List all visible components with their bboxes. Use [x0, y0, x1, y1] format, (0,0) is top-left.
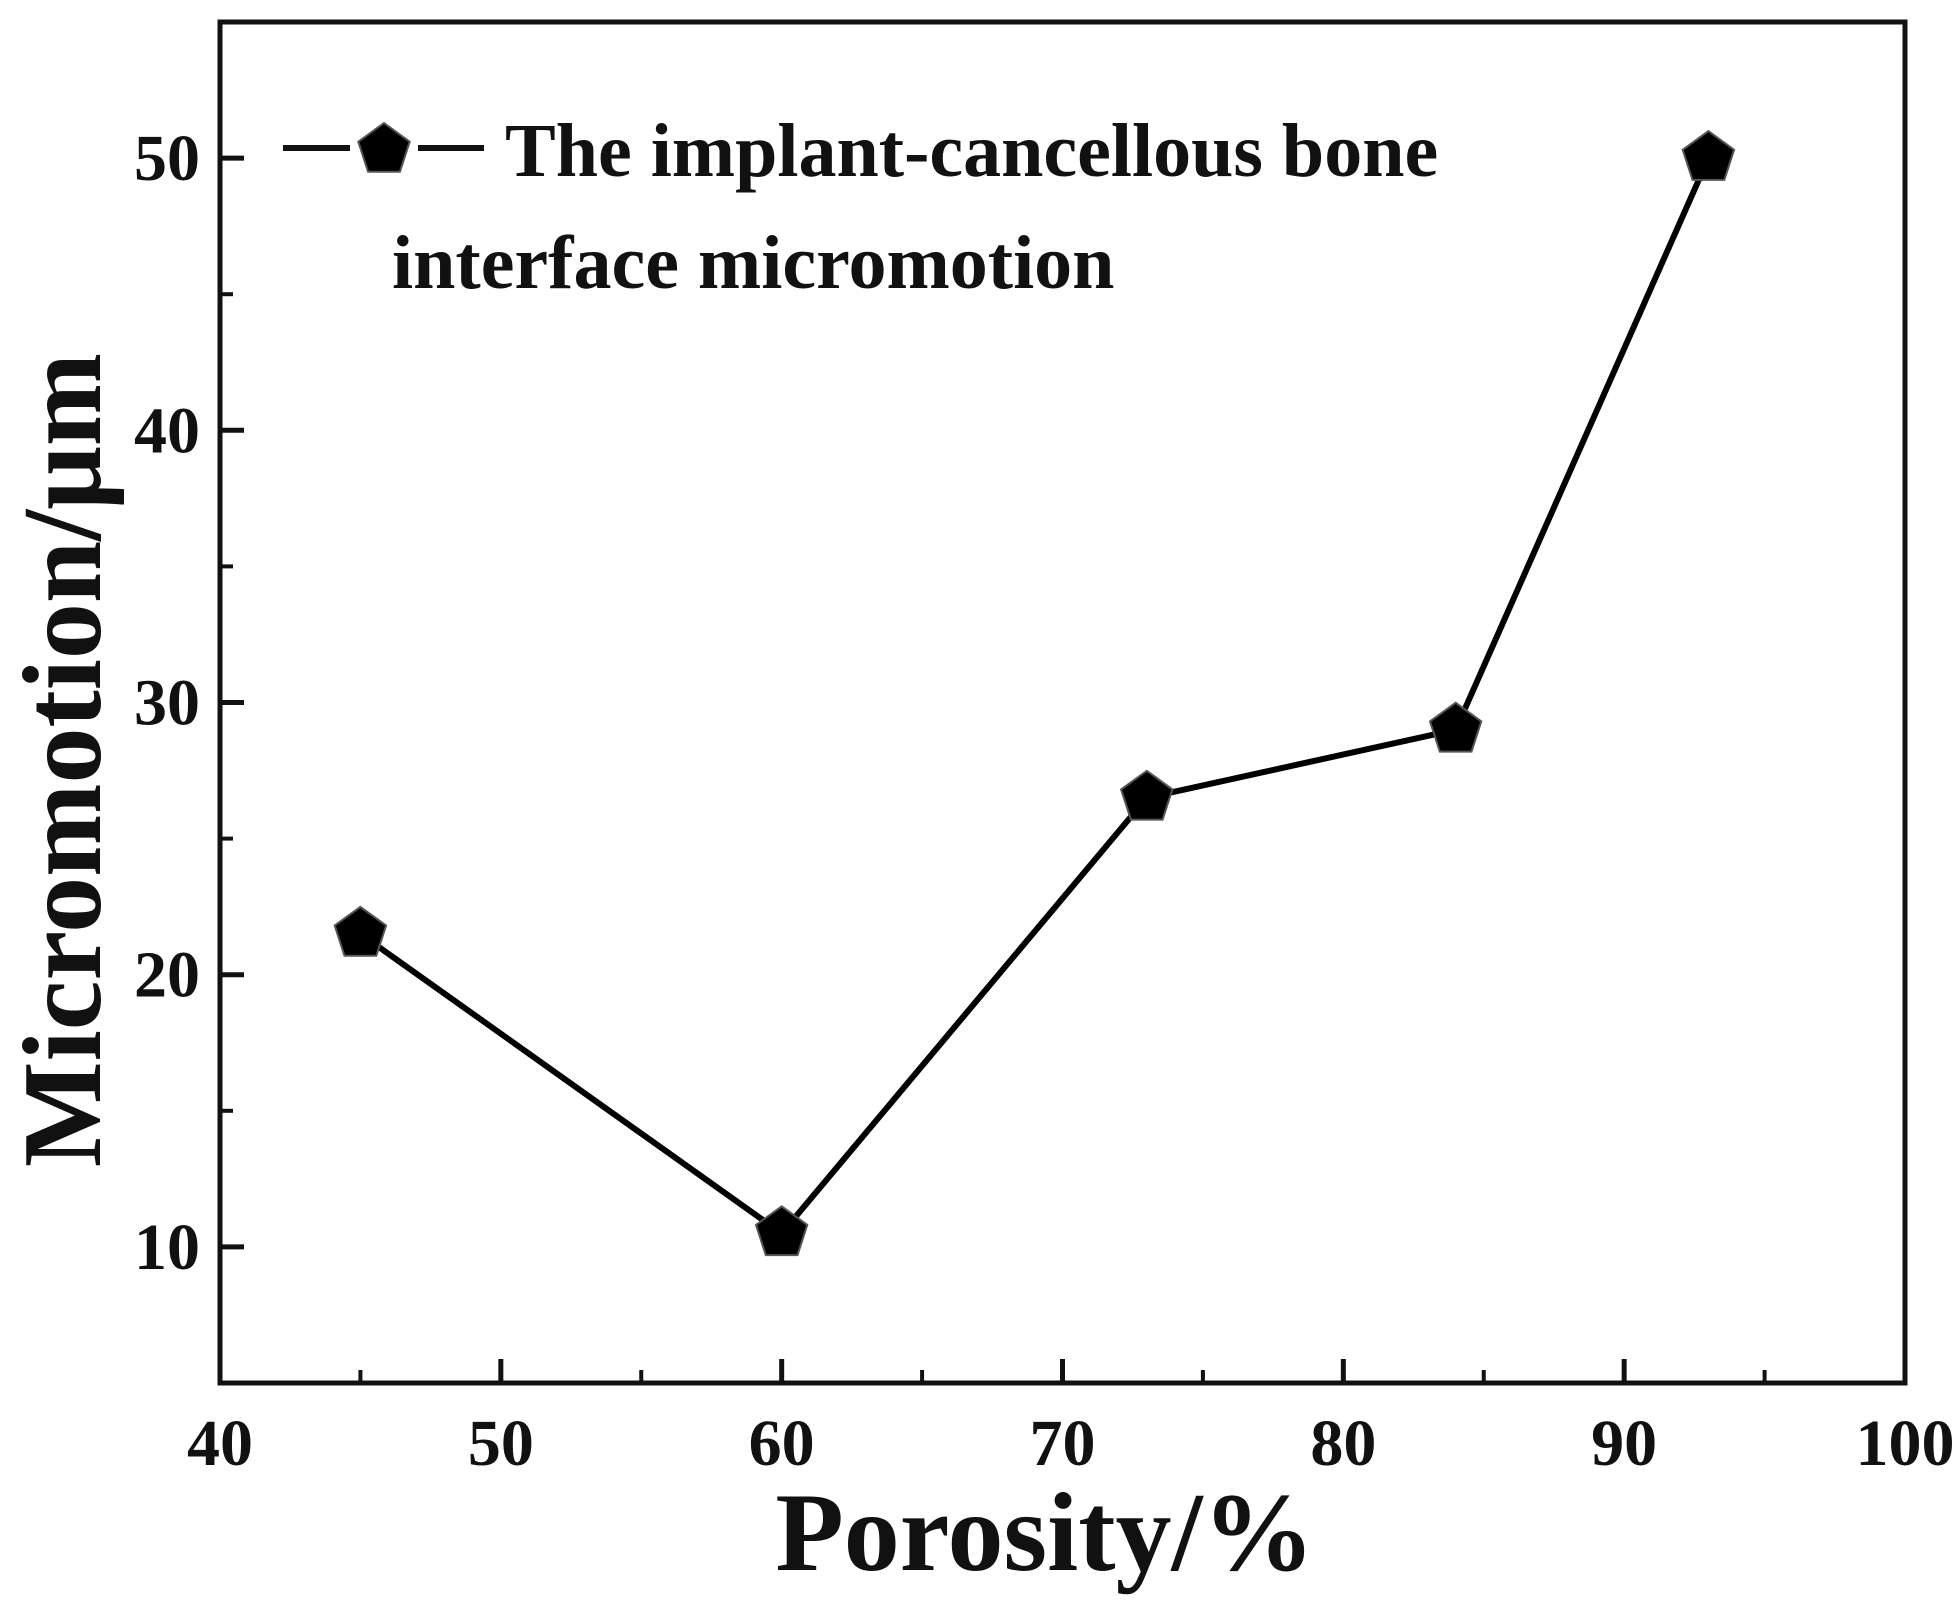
x-tick-label: 60 [749, 1407, 815, 1480]
data-point-marker [1428, 701, 1483, 753]
data-point-marker [1681, 129, 1736, 181]
x-tick-label: 50 [468, 1407, 534, 1480]
x-tick-label: 90 [1591, 1407, 1657, 1480]
x-tick-label: 80 [1310, 1407, 1376, 1480]
tick-labels: 40 50 60 70 80 90 100 10 20 30 40 50 [134, 122, 1955, 1480]
legend-marker [357, 121, 411, 173]
x-tick-label: 40 [187, 1407, 253, 1480]
series-line [358, 156, 1712, 1237]
y-tick-label: 20 [134, 939, 200, 1012]
legend-label-line-1: The implant-cancellous bone [505, 109, 1438, 193]
legend-label-line-2: interface micromotion [392, 221, 1114, 305]
legend: The implant-cancellous bone interface mi… [283, 109, 1438, 305]
y-axis-title: Micromotion/μm [1, 353, 125, 1167]
y-tick-label: 40 [134, 394, 200, 467]
data-point-marker [1119, 769, 1174, 821]
y-tick-label: 50 [134, 122, 200, 195]
data-point-marker [333, 905, 388, 957]
major-ticks [220, 155, 1627, 1383]
y-tick-label: 10 [134, 1211, 200, 1284]
y-tick-label: 30 [134, 667, 200, 740]
plot-frame [217, 19, 1908, 1386]
data-point-marker [754, 1205, 809, 1257]
x-axis-title: Porosity/% [775, 1471, 1314, 1595]
series-layer [333, 129, 1736, 1257]
x-tick-label: 70 [1030, 1407, 1096, 1480]
minor-ticks [220, 292, 1767, 1383]
x-tick-label: 100 [1856, 1407, 1955, 1480]
